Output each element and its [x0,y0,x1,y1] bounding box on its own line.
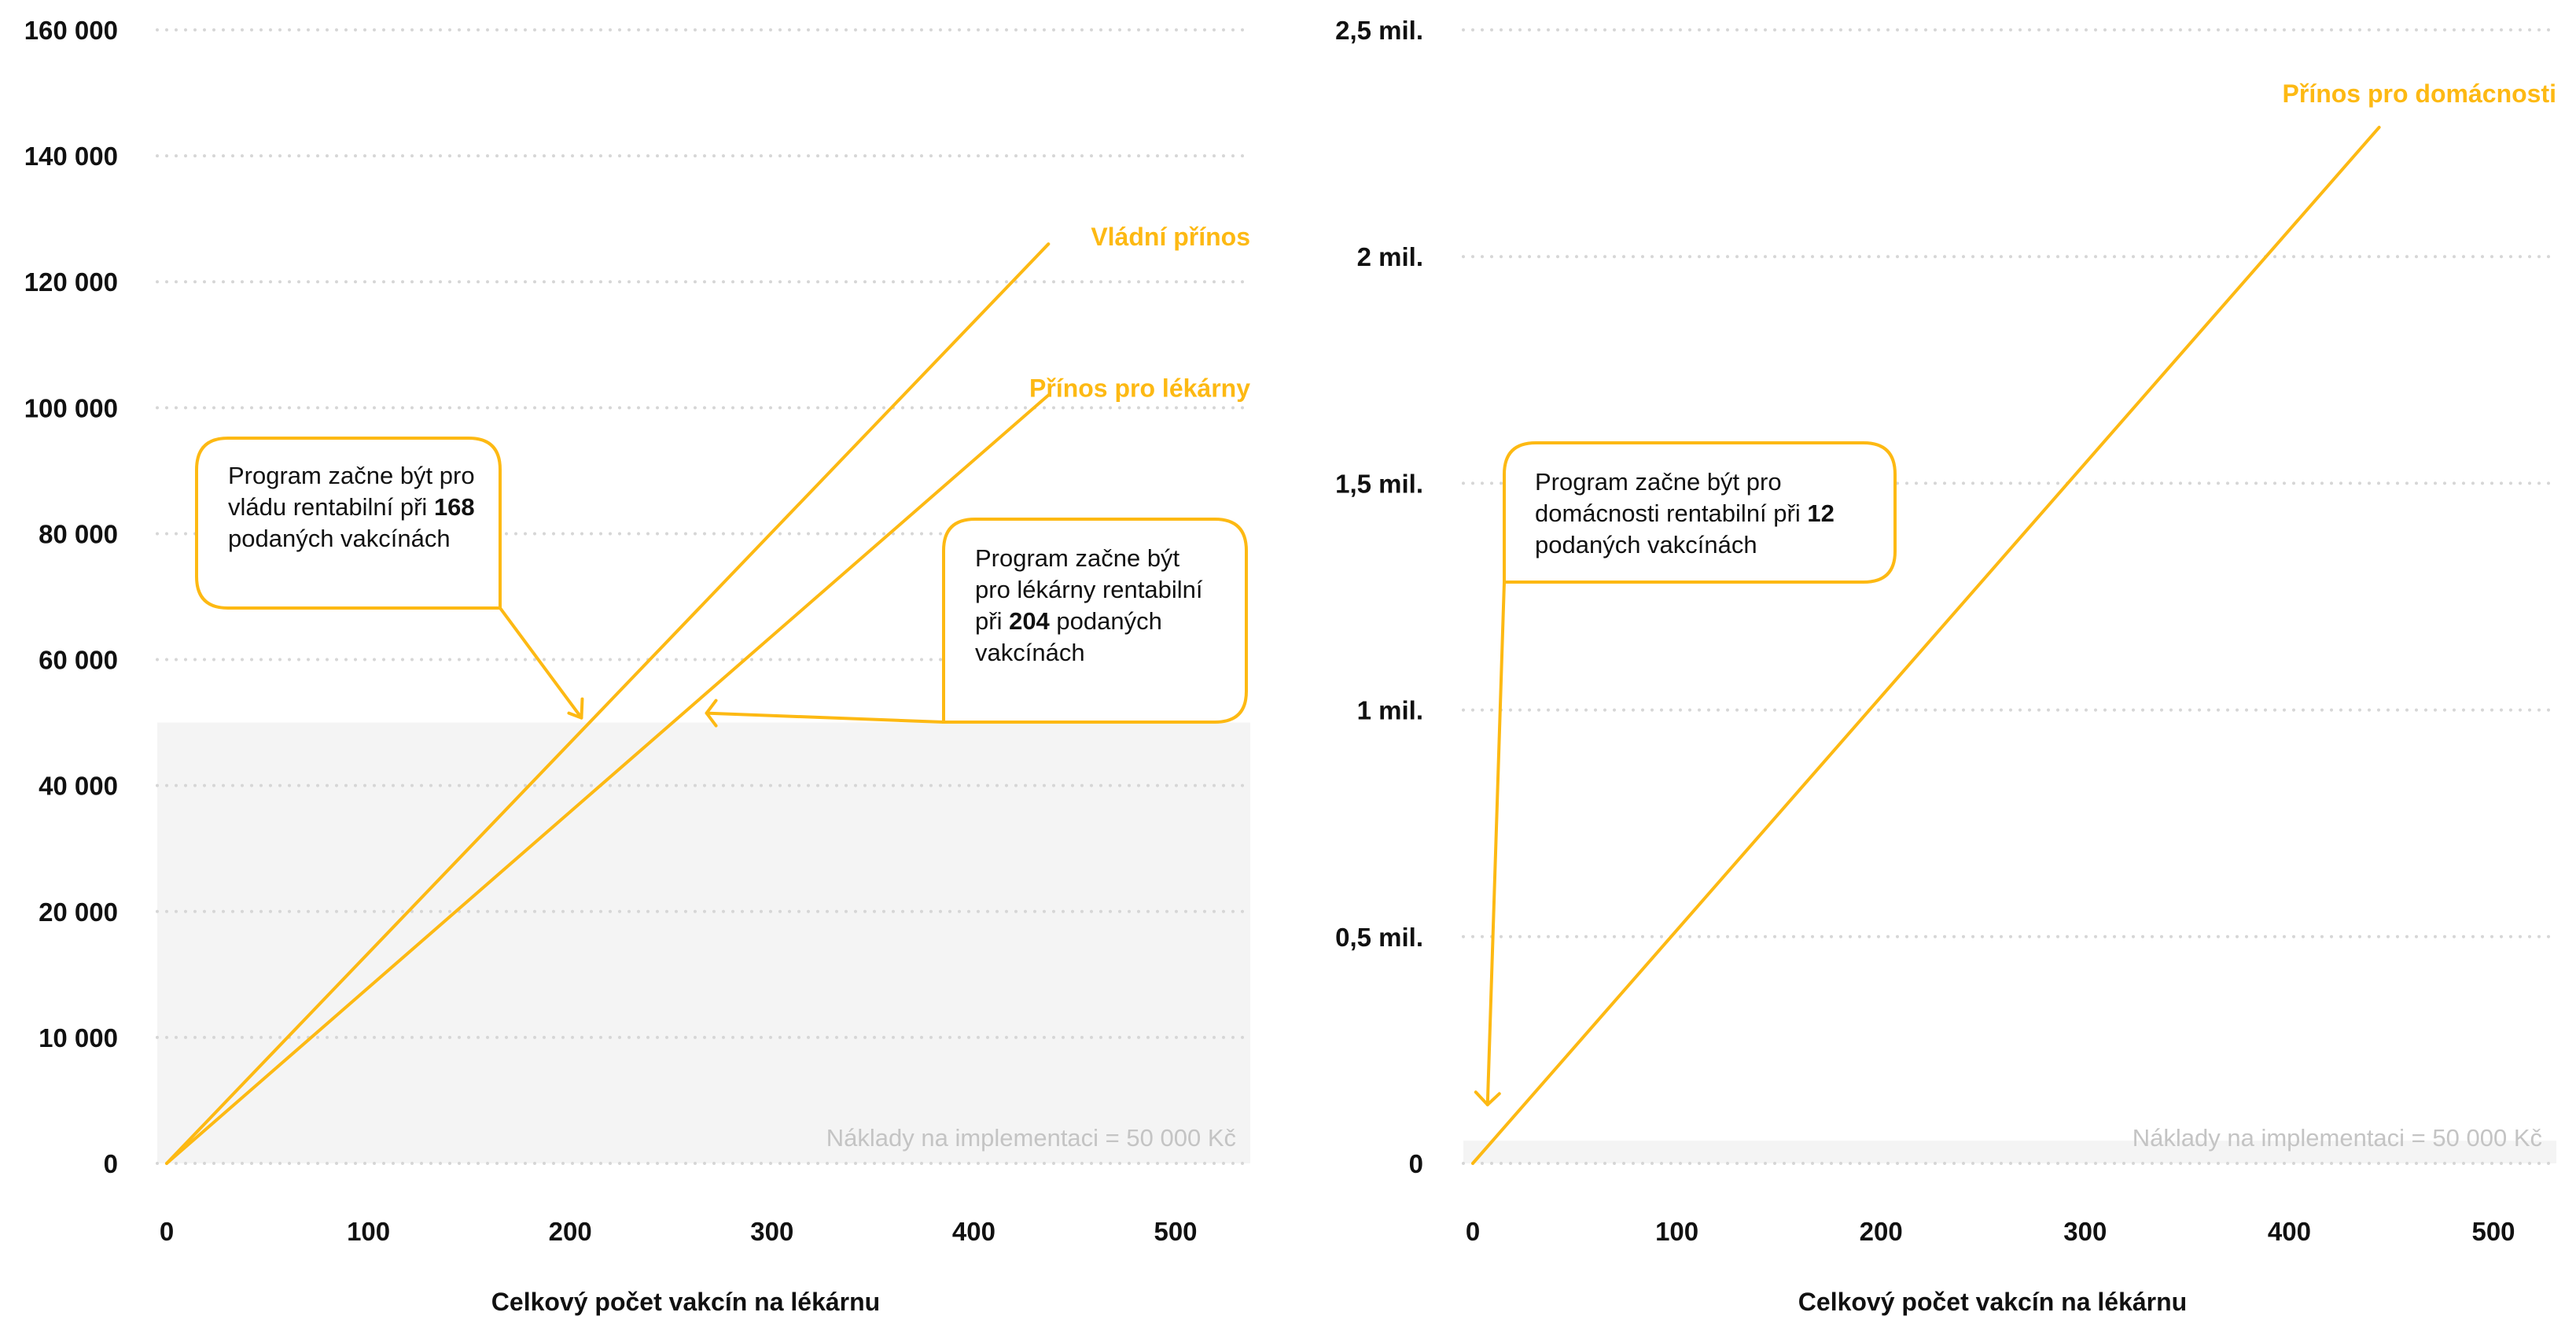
callout-government-before: Program začne být pro vládu rentabilní p… [228,462,475,521]
callout-households-after: podaných vakcínách [1535,531,1757,558]
callout-pharmacy-value: 204 [1009,607,1050,635]
callout-households-value: 12 [1807,499,1834,527]
x-tick-label: 500 [1154,1217,1197,1246]
series-label: Přínos pro lékárny [1029,374,1250,402]
y-tick-label: 20 000 [39,898,118,927]
series-line [165,393,1051,1165]
x-axis-title: Celkový počet vakcín na lékárnu [491,1288,880,1316]
callout-households-pointer [1485,581,1506,1107]
callout-households-bubble [1503,441,1897,584]
y-tick-label: 1,5 mil. [1335,469,1423,498]
x-tick-label: 100 [1655,1217,1698,1246]
cost-band-label: Náklady na implementaci = 50 000 Kč [826,1124,1236,1152]
callout-government-text: Program začne být pro vládu rentabilní p… [228,460,488,555]
x-tick-label: 200 [1860,1217,1903,1246]
callout-government-value: 168 [433,493,475,521]
series-line [1471,125,2381,1165]
x-tick-label: 400 [2268,1217,2311,1246]
x-tick-label: 300 [750,1217,793,1246]
y-tick-label: 1 mil. [1357,696,1423,725]
arrowhead-icon [567,697,584,720]
callout-pharmacy-after: podaných vakcínách [975,607,1162,666]
callout-government-after: podaných vakcínách [228,525,451,552]
y-tick-label: 0 [104,1149,118,1178]
callout-pharmacy-bubble [942,518,1248,724]
chart-left: 0 10 000 20 000 40 000 60 000 80 000 100 000 12… [24,16,1252,1316]
series-line [165,242,1051,1165]
callout-pharmacy-before: Program začne být pro lékárny rentabilní… [975,544,1203,635]
x-axis-title: Celkový počet vakcín na lékárnu [1798,1288,2187,1316]
x-tick-label: 500 [2471,1217,2515,1246]
y-tick-label: 0 [1409,1149,1423,1178]
callout-government-pointer [499,606,583,720]
arrowhead-icon [705,698,718,728]
y-tick-label: 160 000 [24,16,118,45]
y-tick-label: 10 000 [39,1023,118,1052]
series-label: Přínos pro domácnosti [2283,79,2556,108]
x-tick-label: 100 [347,1217,390,1246]
callout-government-bubble [195,437,502,610]
chart-right: 0 0,5 mil. 1 mil. 1,5 mil. 2 mil. 2,5 mil. 0 10… [1335,16,2558,1316]
callout-households-text: Program začne být pro domácnosti rentabi… [1535,466,1873,561]
callout-pharmacy-text: Program začne být pro lékárny rentabilní… [975,543,1211,669]
y-tick-label: 60 000 [39,646,118,675]
x-tick-label: 0 [1466,1217,1480,1246]
y-tick-label: 40 000 [39,772,118,801]
callout-pharmacy-pointer [705,711,945,724]
cost-band [157,722,1250,1163]
y-tick-label: 80 000 [39,519,118,548]
y-tick-label: 2 mil. [1357,242,1423,271]
x-tick-label: 400 [952,1217,995,1246]
series-label: Vládní přínos [1091,223,1250,251]
y-tick-label: 100 000 [24,393,118,422]
y-tick-label: 140 000 [24,142,118,171]
y-tick-label: 0,5 mil. [1335,923,1423,952]
x-tick-label: 200 [549,1217,592,1246]
x-tick-label: 0 [160,1217,174,1246]
y-tick-label: 120 000 [24,267,118,297]
arrowhead-icon [1474,1090,1501,1107]
y-tick-label: 2,5 mil. [1335,16,1423,45]
cost-band [1463,1141,2556,1163]
cost-band-label: Náklady na implementaci = 50 000 Kč [2133,1124,2542,1152]
x-tick-label: 300 [2063,1217,2107,1246]
callout-households-before: Program začne být pro domácnosti rentabi… [1535,468,1808,527]
